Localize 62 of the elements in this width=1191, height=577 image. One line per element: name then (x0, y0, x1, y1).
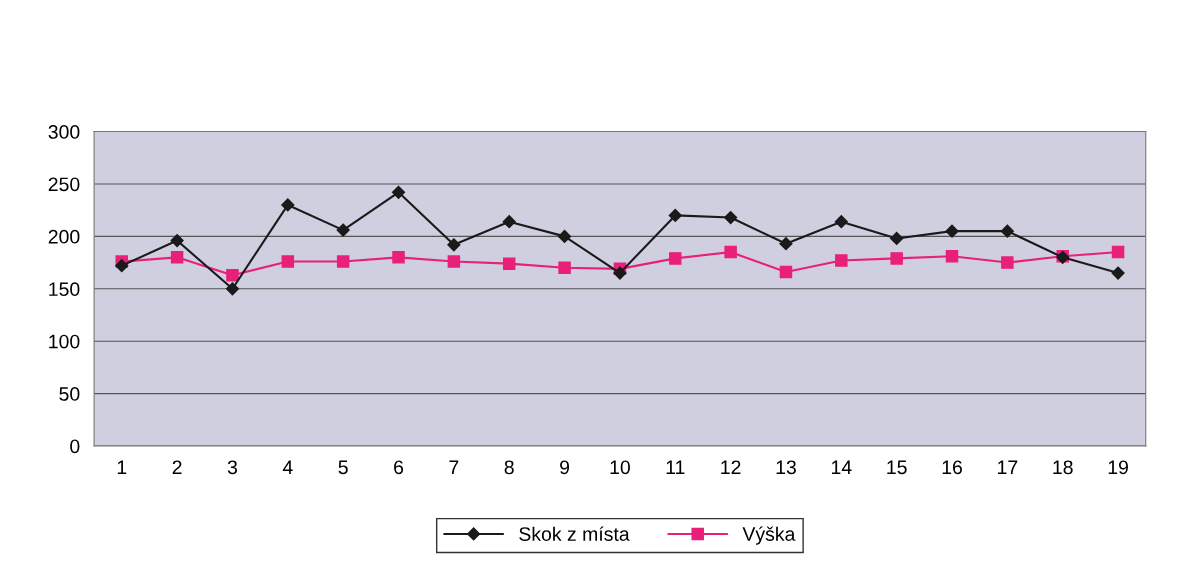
point (336, 255, 350, 268)
point (502, 257, 516, 270)
point (447, 238, 461, 252)
point (447, 255, 461, 268)
x-tick-label: 16 (942, 460, 962, 475)
x-tick-label: 19 (1108, 460, 1128, 475)
x-tick-label: 2 (172, 460, 182, 474)
point (226, 268, 239, 282)
point (558, 261, 571, 275)
legend-label: Výška (742, 526, 796, 545)
y-tick-label: 300 (48, 125, 80, 139)
x-tick-label: 18 (1053, 460, 1073, 475)
x-tick-label: 5 (338, 460, 348, 475)
point (336, 223, 350, 237)
point (945, 224, 959, 238)
point (1111, 266, 1125, 280)
x-tick-label: 14 (831, 460, 852, 474)
x-tick-label: 12 (721, 460, 741, 474)
point (1111, 245, 1125, 259)
point (281, 198, 295, 212)
point (613, 266, 627, 280)
x-tick-label: 15 (887, 460, 907, 475)
x-tick-label: 13 (776, 460, 796, 475)
point (115, 259, 129, 273)
point (392, 251, 405, 264)
point (170, 233, 184, 248)
point (170, 251, 184, 264)
x-tick-label: 10 (610, 460, 630, 475)
point (502, 215, 516, 229)
y-tick-label: 50 (59, 387, 80, 401)
y-tick-label: 0 (70, 439, 80, 454)
point (835, 254, 848, 267)
point (391, 185, 406, 199)
y-tick-label: 100 (49, 334, 80, 349)
x-tick-label: 1 (117, 460, 127, 474)
point (834, 215, 848, 229)
point (557, 229, 572, 243)
x-tick-label: 8 (504, 460, 514, 475)
point (281, 255, 295, 268)
point (890, 252, 903, 265)
legend-label: Skok z místa (519, 526, 630, 541)
x-tick-label: 9 (560, 460, 570, 475)
y-tick-label: 150 (49, 282, 80, 297)
point (668, 208, 682, 223)
x-tick-label: 17 (998, 460, 1018, 474)
point (669, 252, 682, 265)
y-tick-label: 200 (48, 229, 80, 244)
x-tick-label: 6 (394, 460, 404, 475)
x-tick-label: 11 (666, 460, 685, 474)
x-tick-label: 3 (227, 460, 238, 475)
point (225, 282, 240, 296)
point (779, 237, 793, 251)
x-tick-label: 7 (449, 460, 459, 474)
point (1001, 256, 1014, 269)
point (779, 265, 793, 279)
point (724, 210, 738, 225)
point (1000, 224, 1014, 238)
point (890, 231, 904, 246)
y-tick-label: 250 (48, 177, 80, 192)
x-tick-label: 4 (282, 460, 293, 474)
point (724, 245, 737, 259)
point (945, 250, 959, 263)
